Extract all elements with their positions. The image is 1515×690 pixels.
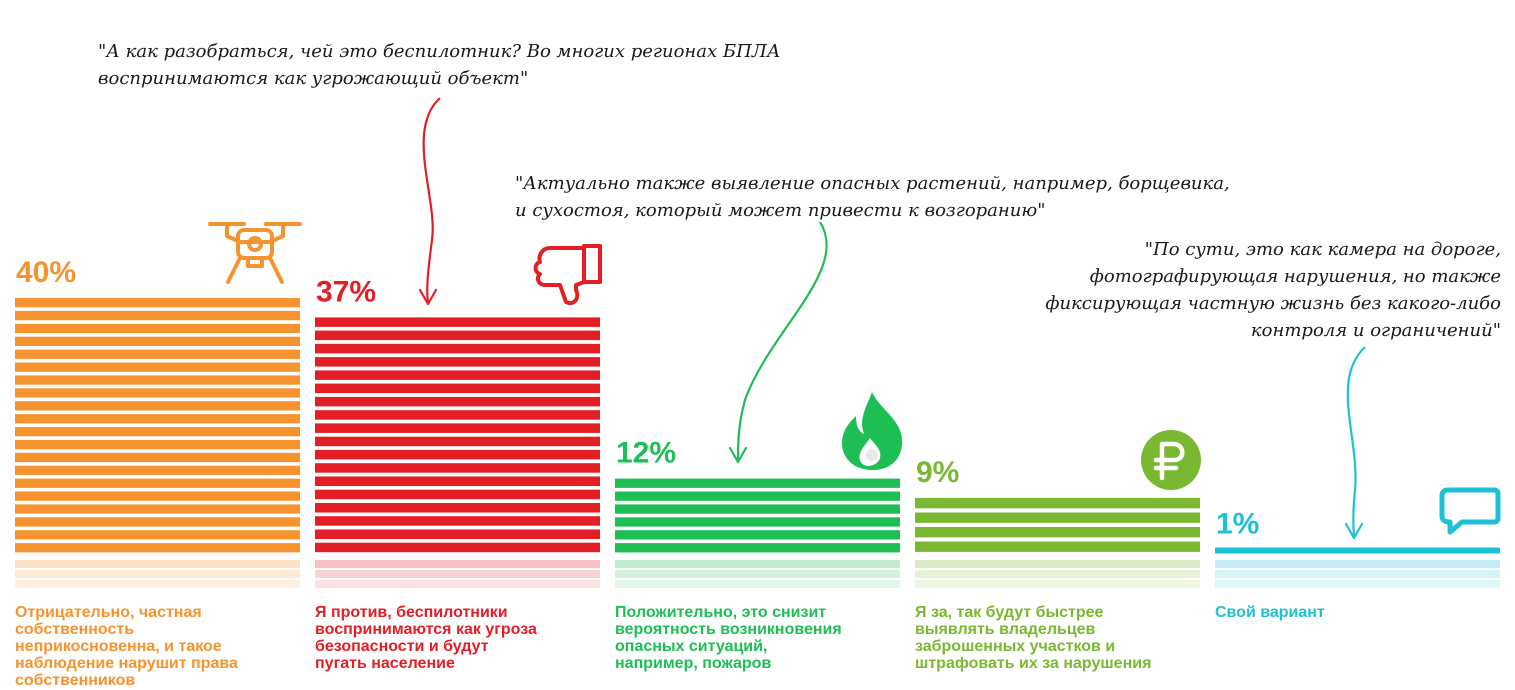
bar-1-stripe <box>15 414 300 424</box>
bar-1-reflection <box>15 580 300 588</box>
bar-1-stripe <box>15 375 300 385</box>
bar-2-stripe <box>315 330 600 341</box>
bar-4-stripe <box>915 512 1200 523</box>
bar-2-reflection <box>315 560 600 568</box>
bar-3-stripe <box>615 543 900 553</box>
bar-1-stripe <box>15 349 300 359</box>
bar-1-stripe <box>15 504 300 514</box>
bar-4 <box>915 497 1200 588</box>
bar-2-stripe <box>315 542 600 553</box>
fire-icon <box>842 392 903 470</box>
percent-label-3: 12% <box>616 437 676 470</box>
bar-1-stripe <box>15 478 300 488</box>
bar-1-stripe <box>15 543 300 553</box>
bar-2-stripe <box>315 489 600 500</box>
bar-2-stripe <box>315 529 600 539</box>
bar-2-stripe <box>315 463 600 473</box>
ruble-icon <box>1141 430 1201 490</box>
percent-label-1: 40% <box>16 256 76 289</box>
thumbs-down-icon <box>533 244 602 305</box>
bar-1-stripe <box>15 439 300 450</box>
bar-2-stripe <box>315 383 600 394</box>
bar-1-stripe <box>15 530 300 540</box>
bar-2-stripe <box>315 357 600 367</box>
category-label-3: Положительно, это снизит вероятность возн… <box>615 604 842 672</box>
bar-3-reflection <box>615 580 900 588</box>
bar-5-reflection <box>1215 580 1500 588</box>
bar-5 <box>1215 547 1500 588</box>
bar-1-reflection <box>15 560 300 568</box>
bar-3-stripe <box>615 530 900 540</box>
bars-layer <box>15 298 1500 588</box>
bar-1-stripe <box>15 310 300 321</box>
bar-3-stripe <box>615 491 900 501</box>
bar-1-stripe <box>15 298 300 308</box>
bar-1-stripe <box>15 336 300 346</box>
bar-4-stripe <box>915 541 1200 552</box>
percent-label-4: 9% <box>916 456 959 489</box>
quote-arrow-red <box>422 97 441 303</box>
quote-3: "По сути, это как камера на дороге, фотог… <box>1045 239 1501 341</box>
quote-arrow-cyan <box>1346 346 1366 537</box>
quote-arrow-green <box>736 221 828 461</box>
bar-1-stripe <box>15 388 300 398</box>
bar-1-stripe <box>15 362 300 372</box>
bar-2 <box>315 317 600 588</box>
category-label-2: Я против, беспилотники воспринимаются как… <box>315 604 537 672</box>
bar-1-stripe <box>15 517 300 527</box>
bar-1-stripe <box>15 323 300 334</box>
bar-2-stripe <box>315 410 600 420</box>
bar-4-reflection <box>915 570 1200 578</box>
bar-2-stripe <box>315 436 600 447</box>
bar-1-stripe <box>15 427 300 437</box>
bar-4-reflection <box>915 580 1200 588</box>
bar-2-stripe <box>315 503 600 513</box>
bar-2-stripe <box>315 516 600 526</box>
bar-2-stripe <box>315 423 600 433</box>
bar-4-reflection <box>915 560 1200 568</box>
bar-1-stripe <box>15 452 300 463</box>
percent-label-5: 1% <box>1216 508 1259 541</box>
bar-1 <box>15 298 300 588</box>
quote-1: "А как разобраться, чей это беспилотник?… <box>98 41 781 89</box>
bar-3 <box>615 478 900 588</box>
bar-2-reflection <box>315 580 600 588</box>
bar-2-stripe <box>315 343 600 354</box>
category-label-1: Отрицательно, частная собственность неприк… <box>15 604 238 689</box>
bar-2-stripe <box>315 396 600 407</box>
bar-5-reflection <box>1215 560 1500 568</box>
bar-4-stripe <box>915 497 1200 509</box>
bar-1-stripe <box>15 401 300 411</box>
bar-1-stripe <box>15 491 300 501</box>
category-label-4: Я за, так будут быстрее выявлять владельц… <box>915 604 1152 672</box>
bar-5-reflection <box>1215 570 1500 578</box>
drone-icon <box>208 222 302 284</box>
bar-3-reflection <box>615 560 900 568</box>
percent-labels: 40% 37% 12% 9% 1% <box>16 256 1259 541</box>
quote-2: "Актуально также выявление опасных расте… <box>515 173 1230 221</box>
bar-3-stripe <box>615 478 900 488</box>
bar-3-reflection <box>615 570 900 578</box>
bar-2-stripe <box>315 370 600 380</box>
bar-4-stripe <box>915 527 1200 538</box>
bar-5-stripe <box>1215 547 1500 554</box>
bar-1-reflection <box>15 570 300 578</box>
bar-2-stripe <box>315 449 600 460</box>
bar-2-stripe <box>315 476 600 486</box>
bar-2-reflection <box>315 570 600 578</box>
category-label-5: Свой вариант <box>1215 604 1325 621</box>
bar-1-stripe <box>15 465 300 475</box>
bar-2-stripe <box>315 317 600 327</box>
percent-label-2: 37% <box>316 275 376 308</box>
chat-icon <box>1439 487 1501 535</box>
bar-3-stripe <box>615 517 900 527</box>
bar-3-stripe <box>615 504 900 514</box>
